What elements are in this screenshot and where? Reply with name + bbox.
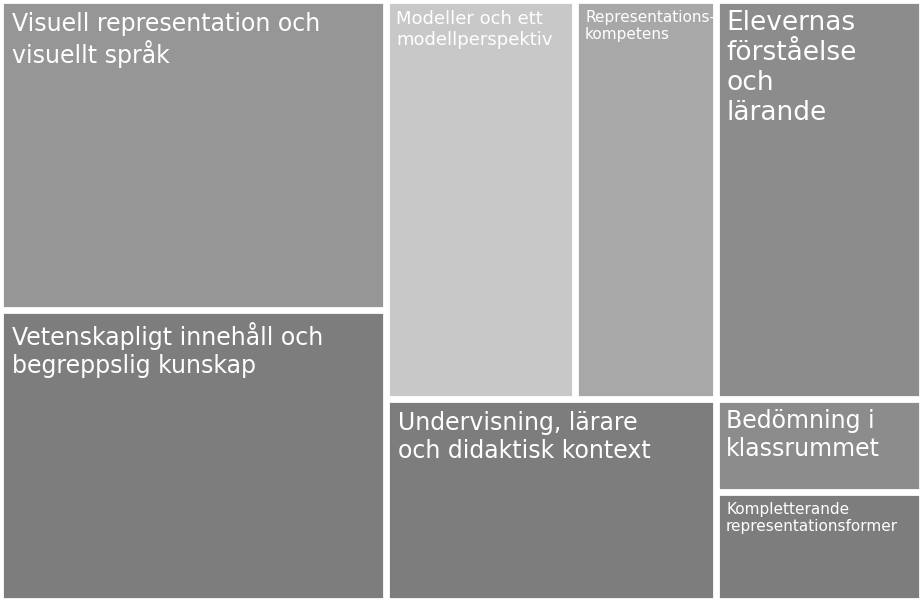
Bar	[2, 2, 384, 308]
Text: Bedömning i
klassrummet: Bedömning i klassrummet	[726, 409, 880, 461]
Bar	[577, 2, 714, 397]
Text: Elevernas
förståelse
och
lärande: Elevernas förståelse och lärande	[726, 10, 857, 126]
Text: Undervisning, lärare
och didaktisk kontext: Undervisning, lärare och didaktisk konte…	[398, 411, 651, 463]
Text: Representations-
kompetens: Representations- kompetens	[585, 10, 715, 43]
Bar	[718, 401, 920, 490]
Bar	[2, 312, 384, 599]
Bar	[388, 401, 714, 599]
Bar	[388, 2, 573, 397]
Text: Vetenskapligt innehåll och
begreppslig kunskap: Vetenskapligt innehåll och begreppslig k…	[12, 322, 324, 377]
Text: Modeller och ett
modellperspektiv: Modeller och ett modellperspektiv	[396, 10, 552, 49]
Bar	[718, 2, 920, 397]
Text: Visuell representation och
visuellt språk: Visuell representation och visuellt språ…	[12, 12, 320, 69]
Text: Kompletterande
representationsformer: Kompletterande representationsformer	[726, 502, 898, 534]
Bar	[718, 494, 920, 599]
